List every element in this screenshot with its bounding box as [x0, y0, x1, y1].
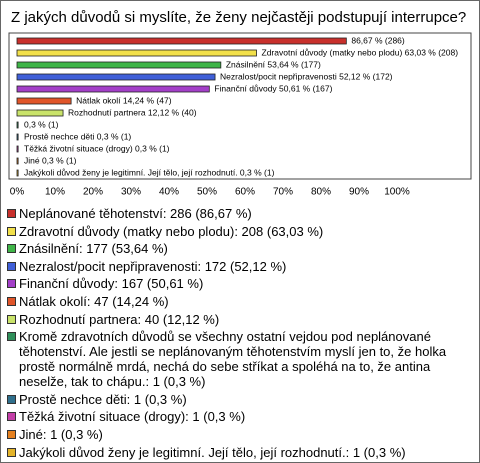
x-tick-label: 60% [235, 187, 255, 198]
data-label: Těžká životní situace (drogy) 0,3 % (1) [24, 143, 170, 153]
legend-swatch [7, 296, 16, 306]
x-tick-label: 90% [349, 187, 369, 198]
legend-item: Nátlak okolí: 47 (14,24 %) [7, 294, 462, 309]
bar [16, 61, 222, 69]
legend-text: Znásilnění: 177 (53,64 %) [19, 241, 168, 257]
bar [16, 157, 19, 165]
x-tick-label: 40% [159, 187, 179, 198]
legend-text: Nezralost/pocit nepřipravenosti: 172 (52… [19, 258, 287, 274]
legend-item: Znásilnění: 177 (53,64 %) [7, 241, 462, 256]
plot-frame [8, 32, 472, 180]
legend-swatch [7, 412, 16, 422]
legend-swatch [7, 394, 16, 404]
legend-swatch [7, 261, 16, 271]
bar [16, 121, 19, 129]
legend-text: Finanční důvody: 167 (50,61 %) [19, 276, 204, 292]
legend-text: Neplánované těhotenství: 286 (86,67 %) [19, 206, 252, 221]
legend: Neplánované těhotenství: 286 (86,67 %) Zd… [7, 206, 462, 462]
legend-text: Kromě zdravotních důvodů se všechny osta… [19, 329, 447, 390]
legend-item: Nezralost/pocit nepřipravenosti: 172 (52… [7, 259, 462, 274]
data-label: Finanční důvody 50,61 % (167) [214, 83, 332, 93]
bar [16, 145, 19, 153]
bar [16, 49, 257, 57]
bar [16, 85, 210, 93]
bar [16, 37, 347, 45]
x-tick-label: 20% [83, 187, 103, 198]
data-label: Nezralost/pocit nepřipravenosti 52,12 % … [220, 71, 393, 81]
legend-item: Finanční důvody: 167 (50,61 %) [7, 276, 462, 291]
x-tick-label: 30% [121, 187, 141, 198]
data-label: Jiné 0,3 % (1) [24, 155, 77, 165]
x-tick-label: 80% [311, 187, 331, 198]
data-label: 86,67 % (286) [351, 35, 405, 45]
legend-swatch [7, 279, 16, 289]
legend-item: Jiné: 1 (0,3 %) [7, 427, 462, 442]
x-tick-label: 50% [197, 187, 217, 198]
legend-text: Nátlak okolí: 47 (14,24 %) [19, 293, 169, 309]
legend-text: Jakýkoli důvod ženy je legitimní. Její t… [19, 444, 406, 460]
data-label: Zdravotní důvody (matky nebo plodu) 63,0… [262, 47, 459, 57]
data-label: Nátlak okolí 14,24 % (47) [76, 95, 172, 105]
legend-swatch [7, 209, 16, 218]
chart: Z jakých důvodů si myslíte, že ženy nejč… [8, 9, 472, 198]
data-label: Znásilnění 53,64 % (177) [226, 59, 321, 69]
legend-text: Rozhodnutí partnera: 40 (12,12 %) [19, 311, 220, 327]
legend-item: Zdravotní důvody (matky nebo plodu): 208… [7, 224, 462, 239]
legend-swatch [7, 314, 16, 324]
bar [16, 97, 72, 105]
legend-item: Prostě nechce děti: 1 (0,3 %) [7, 392, 462, 407]
x-tick-label: 70% [273, 187, 293, 198]
data-label: Rozhodnutí partnera 12,12 % (40) [68, 107, 197, 117]
bar [16, 73, 216, 81]
legend-item: Neplánované těhotenství: 286 (86,67 %) [7, 206, 462, 221]
data-label: Prostě nechce děti 0,3 % (1) [24, 131, 131, 141]
x-tick-label: 100% [384, 187, 410, 198]
legend-text: Těžká životní situace (drogy): 1 (0,3 %) [19, 409, 246, 425]
legend-swatch [7, 447, 16, 457]
legend-swatch [7, 244, 16, 254]
legend-swatch [7, 429, 16, 439]
legend-swatch [7, 332, 16, 342]
x-tick-label: 0% [10, 187, 25, 198]
legend-text: Jiné: 1 (0,3 %) [19, 426, 103, 442]
data-label: Jakýkoli důvod ženy je legitimní. Její t… [24, 167, 275, 177]
x-tick-label: 10% [45, 187, 65, 198]
bar [16, 169, 19, 177]
legend-item: Jakýkoli důvod ženy je legitimní. Její t… [7, 445, 462, 460]
legend-item: Těžká životní situace (drogy): 1 (0,3 %) [7, 409, 462, 424]
legend-text: Prostě nechce děti: 1 (0,3 %) [19, 391, 187, 407]
bar [16, 133, 19, 141]
legend-item: Kromě zdravotních důvodů se všechny osta… [7, 329, 462, 389]
legend-item: Rozhodnutí partnera: 40 (12,12 %) [7, 312, 462, 327]
data-label: 0,3 % (1) [24, 119, 59, 129]
chart-title: Z jakých důvodů si myslíte, že ženy nejč… [11, 9, 466, 26]
legend-swatch [7, 226, 16, 236]
legend-text: Zdravotní důvody (matky nebo plodu): 208… [19, 223, 324, 239]
bar [16, 109, 64, 117]
